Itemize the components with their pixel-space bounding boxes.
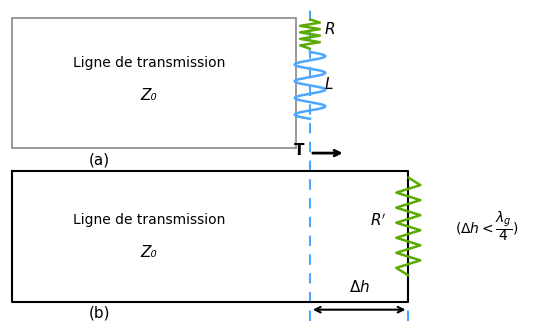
Text: $(\Delta h < \dfrac{\lambda_g}{4})$: $(\Delta h < \dfrac{\lambda_g}{4})$: [455, 210, 518, 243]
Text: $\Delta h$: $\Delta h$: [349, 279, 369, 295]
Text: (a): (a): [89, 153, 110, 167]
Text: $L$: $L$: [324, 76, 333, 92]
FancyBboxPatch shape: [12, 18, 296, 148]
Text: Ligne de transmission: Ligne de transmission: [72, 56, 225, 70]
Text: Z₀: Z₀: [141, 245, 157, 260]
Text: $R$: $R$: [324, 21, 335, 37]
Text: $R'$: $R'$: [370, 213, 386, 230]
Text: Z₀: Z₀: [141, 89, 157, 104]
Text: Ligne de transmission: Ligne de transmission: [72, 213, 225, 227]
Text: (b): (b): [89, 306, 110, 321]
Text: T: T: [294, 143, 305, 158]
